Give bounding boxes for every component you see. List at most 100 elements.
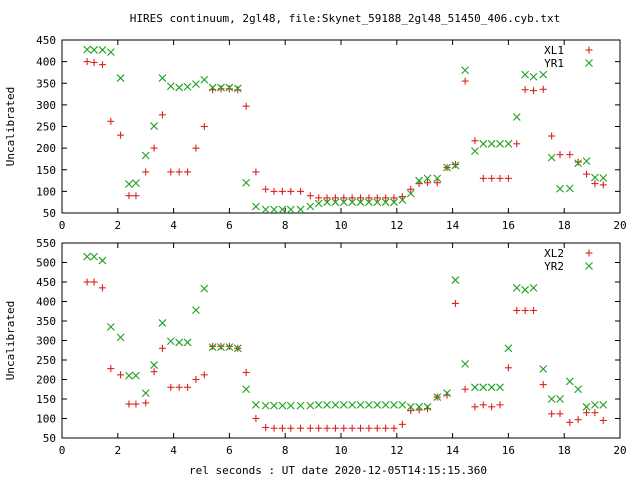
x-tick-label: 10 [334,219,347,232]
x-tick-label: 20 [613,444,626,457]
data-point [433,174,442,183]
data-point [278,205,287,214]
data-point [479,174,487,182]
data-point [521,285,530,294]
y-tick-label: 450 [36,276,56,289]
data-point [315,194,323,202]
series-xl2 [83,278,607,432]
data-point [261,401,270,410]
data-point [167,168,175,176]
data-point [192,144,200,152]
data-point [382,424,390,432]
data-point [150,144,158,152]
y-axis-label: Uncalibrated [4,87,17,166]
data-point [200,75,209,84]
data-point [451,276,460,284]
data-point [158,111,166,119]
data-point [382,194,390,202]
data-point [175,338,184,347]
data-point [488,174,496,182]
data-point [209,342,217,350]
data-point [415,406,423,414]
y-tick-label: 250 [36,121,56,134]
data-point [496,383,504,392]
legend-marker [585,59,593,67]
data-point [286,401,295,410]
data-point [98,256,107,265]
data-point [443,389,451,398]
data-point [233,84,242,93]
data-point [158,319,167,327]
data-point [234,86,242,94]
x-tick-label: 14 [446,444,460,457]
data-point [184,383,192,391]
data-point [125,400,133,408]
data-point [461,385,469,393]
legend-label: YR2 [544,260,564,273]
data-point [529,72,538,81]
data-point [233,344,242,353]
data-point [278,424,286,432]
data-point [150,361,158,369]
data-point [83,252,91,261]
y-tick-label: 500 [36,257,56,270]
data-point [306,192,314,200]
data-point [513,140,521,148]
data-point [340,424,348,432]
data-point [217,342,225,350]
y-tick-label: 550 [36,237,56,250]
data-point [98,61,106,69]
data-point [117,371,125,379]
data-point [252,400,260,409]
data-point [451,161,460,170]
x-tick-label: 12 [390,444,403,457]
x-tick-label: 2 [114,219,121,232]
data-point [278,401,287,410]
x-tick-label: 12 [390,219,403,232]
data-point [451,161,459,169]
data-point [406,189,415,198]
data-point [599,181,607,189]
data-point [132,400,140,408]
data-point [331,194,339,202]
x-tick-label: 4 [170,444,177,457]
data-point [270,187,278,195]
x-tick-label: 0 [59,219,66,232]
data-point [158,74,167,82]
data-point [125,192,133,200]
data-point [83,278,91,286]
data-point [340,194,348,202]
data-point [461,360,470,368]
x-tick-label: 20 [613,219,626,232]
data-point [90,46,98,54]
y-axis-label: Uncalibrated [4,301,17,380]
data-point [582,402,591,411]
data-point [547,153,556,162]
data-point [512,283,521,292]
data-point [348,400,357,409]
data-point [306,202,315,211]
data-point [167,383,175,391]
data-point [423,402,432,411]
data-point [348,424,356,432]
data-point [192,80,200,89]
data-point [141,151,150,160]
data-point [132,371,140,380]
data-point [208,83,217,92]
x-tick-label: 6 [226,219,233,232]
data-point [496,401,504,409]
y-tick-label: 100 [36,185,56,198]
data-point [521,86,529,94]
y-tick-label: 250 [36,354,56,367]
data-point [471,403,479,411]
data-point [583,170,591,178]
legend-marker [585,249,593,257]
data-point [252,415,260,422]
data-point [225,342,233,350]
data-point [556,184,564,193]
data-point [583,409,591,417]
data-point [574,159,583,168]
data-point [184,168,192,176]
x-tick-label: 18 [558,219,571,232]
data-point [357,424,365,432]
